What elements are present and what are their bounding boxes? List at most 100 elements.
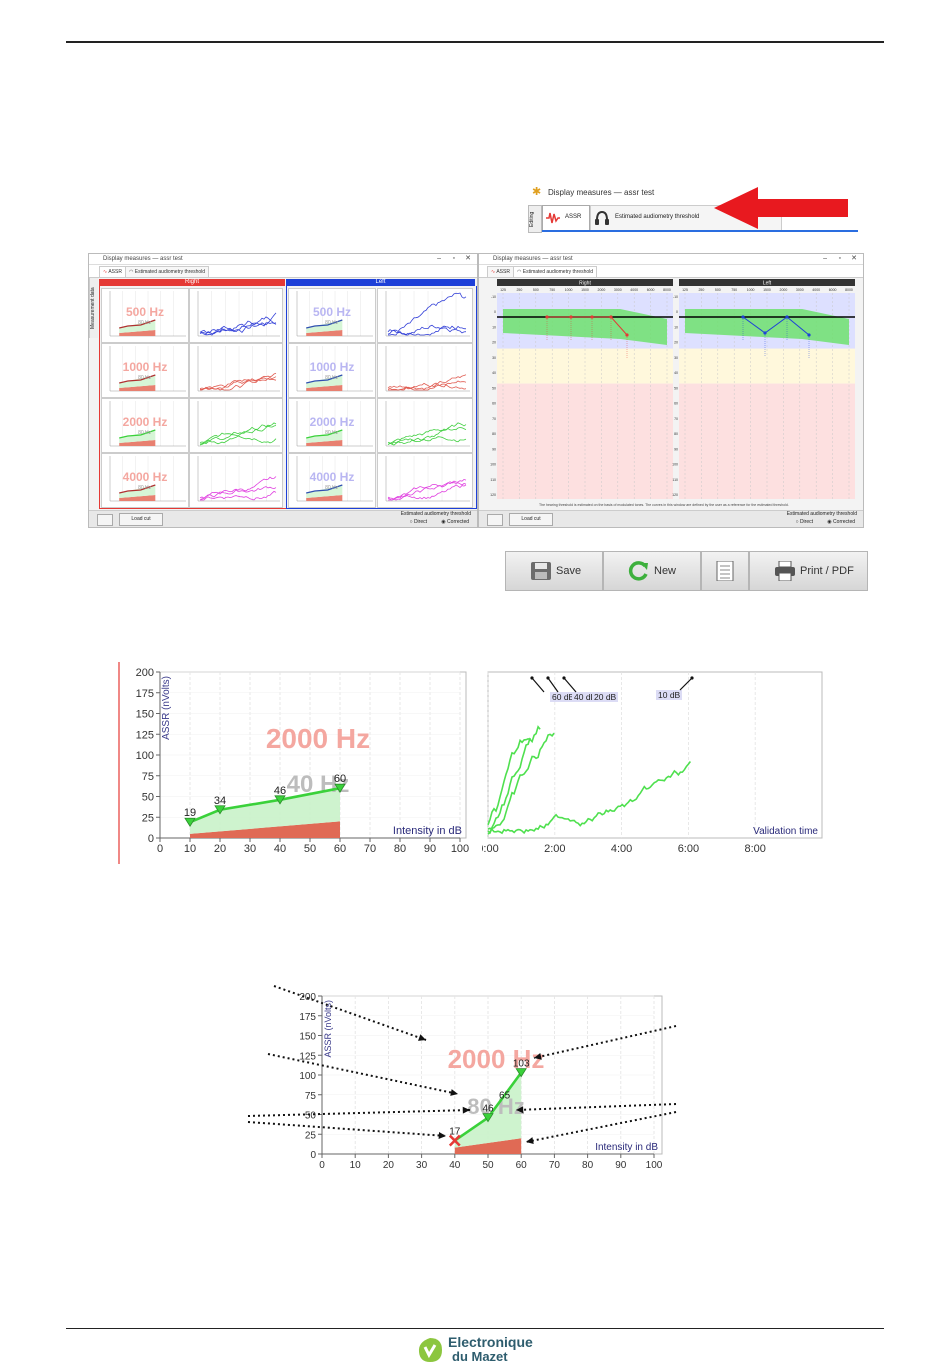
logo-line1: Electronique: [448, 1334, 533, 1350]
validation-mini-chart: [189, 453, 283, 508]
frequency-label: 1000 Hz: [122, 360, 168, 374]
mini-chart-svg: [296, 456, 373, 502]
callout-arrowhead: [516, 1106, 524, 1114]
noise-area: [306, 440, 343, 446]
x-tick-label: 50: [304, 843, 316, 855]
mini-chart-svg: [296, 401, 373, 447]
tab-assr[interactable]: ∿ ASSR: [99, 266, 126, 278]
minimize-icon[interactable]: –: [823, 255, 827, 262]
mini-chart-svg: [385, 456, 470, 502]
frequency-label: 1000 Hz: [309, 360, 355, 374]
callout-arrow: [525, 1111, 677, 1143]
audiogram-y-tick: -10: [673, 295, 678, 299]
data-label: 65: [499, 1091, 511, 1102]
mini-chart-svg: [109, 401, 186, 447]
close-icon[interactable]: ✕: [465, 255, 471, 262]
load-cut-button[interactable]: Load cut: [119, 513, 163, 526]
audiogram-x-tick: 1500: [581, 288, 589, 292]
radio-corrected[interactable]: ◉ Corrected: [827, 519, 855, 525]
modulation-label: 80 Hz: [138, 375, 152, 381]
threshold-point: [569, 315, 573, 319]
x-axis-label: Intensity in dB: [393, 825, 462, 837]
audiogram-y-tick: 40: [492, 371, 496, 375]
maximize-icon[interactable]: ▫: [838, 255, 841, 262]
close-icon[interactable]: ✕: [851, 255, 857, 262]
new-button[interactable]: New: [603, 551, 701, 591]
audiogram-x-tick: 2000: [598, 288, 606, 292]
audiogram-y-tick: 90: [674, 447, 678, 451]
data-label: 103: [513, 1059, 530, 1070]
x-tick-label: 70: [549, 1160, 561, 1171]
callout-arrow: [515, 1103, 677, 1111]
list-button[interactable]: [97, 514, 113, 526]
minimize-icon[interactable]: –: [437, 255, 441, 262]
report-button[interactable]: [701, 551, 749, 591]
audiogram-y-tick: 10: [674, 325, 678, 329]
noise-area: [454, 1138, 522, 1154]
list-button[interactable]: [487, 514, 503, 526]
inset-side-tab[interactable]: Editing: [528, 205, 542, 233]
x-tick-label: 40: [449, 1160, 461, 1171]
x-tick-label: 20: [383, 1160, 395, 1171]
side-tab-measurement[interactable]: Measurement data: [89, 278, 98, 338]
threshold-point: [807, 333, 811, 337]
tab-assr[interactable]: ∿ ASSR: [487, 266, 514, 278]
validation-mini-chart: [377, 288, 473, 343]
annotation-arrowhead: [546, 676, 550, 680]
callout-arrow: [273, 985, 427, 1041]
waveform-icon: ∿: [103, 269, 108, 275]
frequency-label: 500 Hz: [312, 305, 352, 319]
load-cut-button[interactable]: Load cut: [509, 513, 553, 526]
x-tick-label: 2:00: [544, 843, 565, 855]
data-label: 19: [184, 807, 196, 819]
y-tick-label: 125: [299, 1051, 316, 1062]
response-line: [119, 484, 156, 494]
validation-trace: [199, 476, 277, 501]
x-tick-label: 30: [244, 843, 256, 855]
window-icon: ✱: [532, 186, 542, 198]
tab-estimated[interactable]: ◠ Estimated audiometry threshold: [125, 266, 210, 278]
audiogram-y-tick: 10: [492, 325, 496, 329]
maximize-icon[interactable]: ▫: [452, 255, 455, 262]
audiogram-y-tick: 80: [492, 432, 496, 436]
y-tick-label: 50: [305, 1111, 317, 1122]
audiogram-x-tick: 1500: [763, 288, 771, 292]
audiogram-x-tick: 125: [500, 288, 506, 292]
audiogram-x-tick: 125: [682, 288, 688, 292]
audiogram-y-tick: 100: [672, 463, 678, 467]
data-label: 46: [482, 1104, 494, 1115]
validation-trace: [487, 761, 692, 835]
validation-trace: [388, 481, 467, 501]
intensity-mini-chart: 500 Hz 80 Hz: [288, 288, 376, 343]
x-tick-label: 50: [482, 1160, 494, 1171]
inset-tab-assr[interactable]: ASSR: [542, 205, 590, 231]
audiogram-y-tick: 70: [492, 417, 496, 421]
print-pdf-button[interactable]: Print / PDF: [749, 551, 868, 591]
radio-direct[interactable]: ○ Direct: [409, 519, 427, 525]
validation-trace: [199, 322, 277, 336]
radio-corrected[interactable]: ◉ Corrected: [441, 519, 469, 525]
validation-trace: [199, 422, 277, 445]
x-tick-label: 60: [516, 1160, 528, 1171]
audiogram-y-tick: 60: [674, 402, 678, 406]
tab-estimated[interactable]: ◠ Estimated audiometry threshold: [513, 266, 598, 278]
annotation-box: [572, 692, 598, 702]
audiogram-y-tick: 70: [674, 417, 678, 421]
signal-area: [190, 788, 340, 834]
validation-trace: [387, 427, 467, 445]
y-tick-label: 25: [142, 812, 154, 824]
x-tick-label: 100: [451, 843, 469, 855]
frequency-label: 4000 Hz: [122, 470, 168, 484]
validation-mini-chart: [377, 453, 473, 508]
validation-trace: [487, 732, 555, 835]
validation-trace: [199, 490, 277, 501]
mini-chart-svg: [109, 291, 186, 337]
audiogram-y-tick: 120: [672, 493, 678, 497]
radio-direct[interactable]: ○ Direct: [795, 519, 813, 525]
assr-window: Display measures — assr test – ▫ ✕ ∿ ASS…: [88, 253, 478, 528]
validation-trace: [387, 484, 467, 501]
validation-trace: [199, 316, 277, 335]
save-button[interactable]: Save: [505, 551, 603, 591]
noise-area: [306, 330, 343, 336]
